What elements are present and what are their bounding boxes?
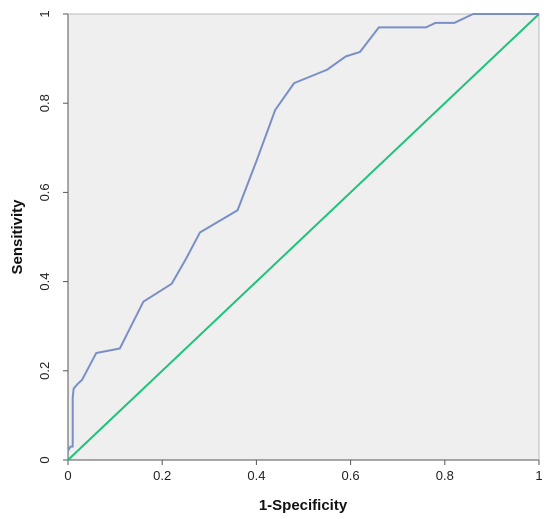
y-tick-label: 0.6 xyxy=(37,183,52,201)
x-tick-label: 0.6 xyxy=(342,468,360,483)
x-tick-label: 0.8 xyxy=(436,468,454,483)
x-axis-title: 1-Specificity xyxy=(259,497,348,514)
y-axis-ticks: 0 0.2 0.4 0.6 0.8 1 xyxy=(37,10,68,464)
y-tick-label: 0 xyxy=(37,456,52,463)
x-tick-label: 0.4 xyxy=(247,468,265,483)
roc-curve xyxy=(67,13,539,452)
y-tick-label: 0.4 xyxy=(37,273,52,291)
x-tick-label: 1 xyxy=(535,468,542,483)
y-tick-label: 0.8 xyxy=(37,94,52,112)
y-tick-label: 1 xyxy=(37,10,52,17)
reference-line xyxy=(67,13,540,461)
y-tick-label: 0.2 xyxy=(37,362,52,380)
series-layer xyxy=(67,13,540,461)
x-axis-ticks: 0 0.2 0.4 0.6 0.8 1 xyxy=(64,460,543,483)
x-tick-label: 0.2 xyxy=(153,468,171,483)
x-tick-label: 0 xyxy=(64,468,71,483)
y-axis-title: Sensitivity xyxy=(9,199,26,275)
